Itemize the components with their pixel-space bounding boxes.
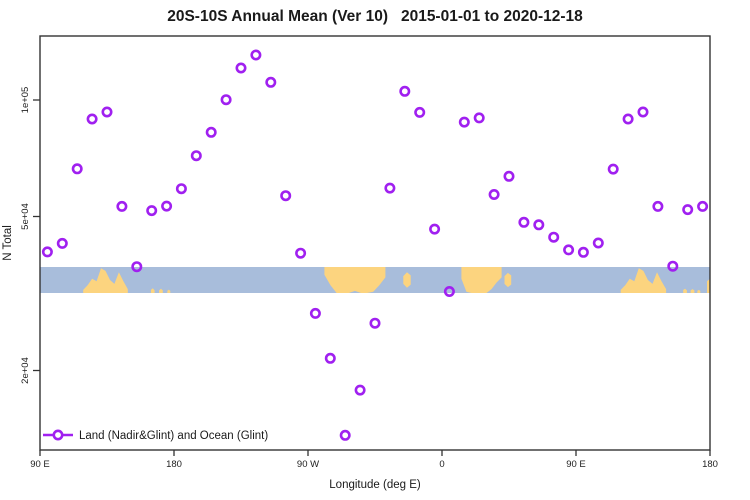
data-point bbox=[518, 216, 530, 228]
data-point bbox=[235, 62, 247, 74]
data-point bbox=[295, 247, 307, 259]
data-point bbox=[473, 112, 485, 124]
data-point bbox=[250, 49, 262, 61]
data-point bbox=[116, 200, 128, 212]
land-patch bbox=[697, 289, 701, 293]
data-point bbox=[190, 150, 202, 162]
data-point bbox=[607, 163, 619, 175]
data-point bbox=[86, 113, 98, 125]
data-point bbox=[503, 170, 515, 182]
data-point bbox=[71, 163, 83, 175]
y-tick-label: 2e+04 bbox=[20, 357, 31, 384]
data-point bbox=[161, 200, 173, 212]
x-tick-label: 90 E bbox=[30, 459, 50, 470]
latitude-map-band bbox=[40, 267, 710, 293]
x-tick-label: 180 bbox=[702, 459, 718, 470]
data-point bbox=[384, 182, 396, 194]
data-point bbox=[101, 106, 113, 118]
data-point bbox=[592, 237, 604, 249]
land-patch bbox=[150, 288, 155, 293]
land-patch bbox=[403, 272, 411, 288]
data-point bbox=[324, 352, 336, 364]
data-point bbox=[697, 200, 709, 212]
x-tick-label: 90 E bbox=[566, 459, 586, 470]
data-point bbox=[667, 260, 679, 272]
y-axis-title: N Total bbox=[2, 225, 14, 261]
data-point bbox=[131, 261, 143, 273]
data-point bbox=[280, 190, 292, 202]
data-point bbox=[41, 246, 53, 258]
data-point bbox=[339, 429, 351, 441]
land-patch bbox=[504, 272, 512, 288]
x-tick-label: 180 bbox=[166, 459, 182, 470]
data-point bbox=[265, 76, 277, 88]
data-point bbox=[577, 246, 589, 258]
data-point bbox=[309, 307, 321, 319]
data-point bbox=[56, 237, 68, 249]
data-point bbox=[548, 231, 560, 243]
x-tick-label: 0 bbox=[439, 459, 444, 470]
data-point bbox=[354, 384, 366, 396]
data-point bbox=[220, 94, 232, 106]
land-patch bbox=[620, 268, 667, 293]
data-point bbox=[443, 285, 455, 297]
y-tick-label: 5e+04 bbox=[20, 203, 31, 230]
legend: Land (Nadir&Glint) and Ocean (Glint) bbox=[43, 429, 268, 442]
data-point bbox=[458, 116, 470, 128]
land-patch bbox=[83, 268, 128, 293]
data-point bbox=[414, 106, 426, 118]
axes: 90 E 180 90 W 0 90 E 180 1e+05 5e+04 2e+04 bbox=[20, 87, 718, 470]
land-patch bbox=[167, 289, 171, 293]
data-point bbox=[652, 200, 664, 212]
legend-marker-icon bbox=[52, 429, 64, 441]
data-point bbox=[175, 183, 187, 195]
land-patch bbox=[707, 278, 710, 293]
data-point bbox=[205, 126, 217, 138]
land-patch bbox=[324, 267, 386, 293]
chart-title: 20S-10S Annual Mean (Ver 10) 2015-01-01 … bbox=[167, 8, 583, 25]
land-patch bbox=[461, 267, 502, 293]
land-patch bbox=[690, 289, 695, 293]
data-point bbox=[146, 205, 158, 217]
data-point bbox=[369, 317, 381, 329]
data-point bbox=[563, 244, 575, 256]
data-points bbox=[41, 49, 709, 441]
x-tick-label: 90 W bbox=[297, 459, 319, 470]
data-point bbox=[682, 204, 694, 216]
plot-border bbox=[39, 35, 711, 451]
data-point bbox=[488, 189, 500, 201]
y-tick-label: 1e+05 bbox=[20, 87, 31, 114]
data-point bbox=[622, 113, 634, 125]
data-point bbox=[533, 219, 545, 231]
legend-label: Land (Nadir&Glint) and Ocean (Glint) bbox=[79, 430, 268, 442]
land-patch bbox=[159, 288, 163, 293]
land-patch bbox=[683, 288, 687, 293]
x-axis-title: Longitude (deg E) bbox=[329, 479, 421, 491]
data-point bbox=[637, 106, 649, 118]
data-point bbox=[399, 85, 411, 97]
data-point bbox=[429, 223, 441, 235]
